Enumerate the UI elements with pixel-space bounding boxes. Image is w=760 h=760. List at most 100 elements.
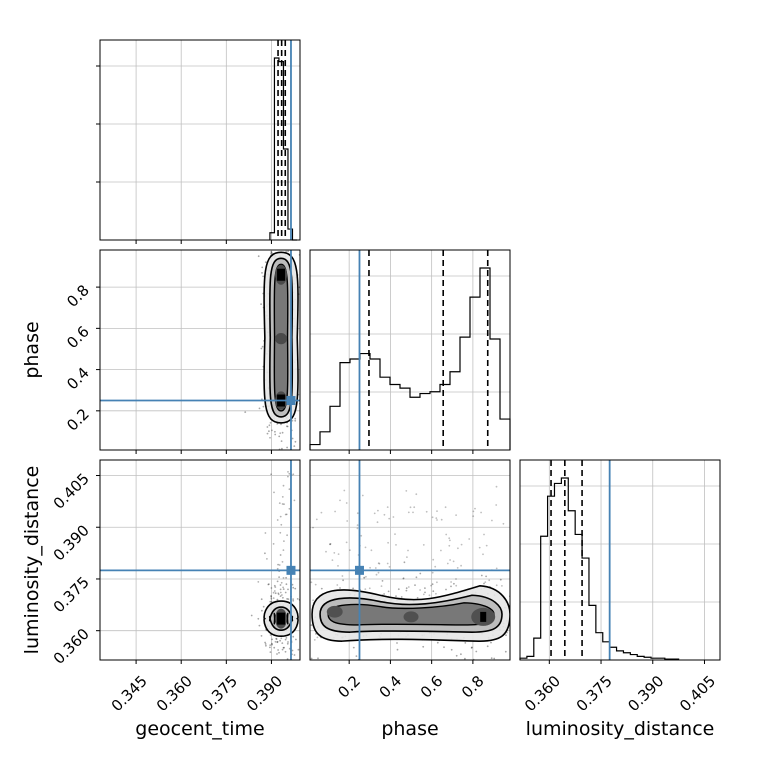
scatter-point <box>413 506 416 509</box>
density-core <box>403 611 419 623</box>
scatter-point <box>273 584 276 587</box>
xlabel-geocent-time: geocent_time <box>135 718 264 740</box>
scatter-point <box>292 586 295 589</box>
scatter-point <box>490 657 493 660</box>
scatter-point <box>518 640 520 642</box>
scatter-point <box>407 511 410 514</box>
scatter-point <box>285 583 288 586</box>
scatter-point <box>486 645 489 648</box>
scatter-point <box>280 581 283 584</box>
scatter-point <box>304 419 306 421</box>
scatter-point <box>369 566 371 569</box>
scatter-point <box>276 423 279 425</box>
panel-background <box>100 40 300 240</box>
scatter-point <box>315 518 318 521</box>
y-tick-label: 0.375 <box>50 573 93 616</box>
scatter-point <box>276 640 279 643</box>
scatter-point <box>288 472 291 475</box>
scatter-point <box>279 515 282 518</box>
scatter-point <box>306 621 308 623</box>
scatter-point <box>490 641 492 644</box>
scatter-point <box>279 432 282 435</box>
scatter-point <box>266 426 269 428</box>
scatter-point <box>453 582 455 585</box>
scatter-point <box>287 471 289 473</box>
scatter-point <box>316 636 319 639</box>
scatter-point <box>368 587 371 590</box>
scatter-point <box>286 425 289 428</box>
scatter-point <box>261 609 263 612</box>
scatter-point <box>269 651 272 653</box>
scatter-point <box>286 457 288 459</box>
scatter-point <box>264 261 267 263</box>
scatter-point <box>395 595 397 597</box>
scatter-point <box>270 600 273 603</box>
scatter-point <box>396 648 399 651</box>
scatter-point <box>279 584 282 586</box>
y-tick-label: 0.4 <box>63 364 93 394</box>
scatter-point <box>282 577 285 579</box>
scatter-point <box>320 587 323 590</box>
scatter-point <box>495 485 498 488</box>
scatter-point <box>504 650 507 653</box>
scatter-point <box>294 587 297 590</box>
scatter-point <box>278 435 281 438</box>
scatter-point <box>285 513 288 516</box>
scatter-point <box>286 642 289 645</box>
scatter-point <box>337 553 340 555</box>
scatter-point <box>271 642 273 645</box>
x-tick-label: 0.390 <box>243 672 286 715</box>
scatter-point <box>475 650 478 653</box>
scatter-point <box>292 599 295 602</box>
scatter-point <box>272 543 275 545</box>
scatter-point <box>424 587 426 589</box>
scatter-point <box>405 589 408 592</box>
scatter-point <box>276 641 279 644</box>
scatter-point <box>425 510 428 513</box>
scatter-point <box>281 561 284 563</box>
density-peak <box>277 612 286 625</box>
scatter-point <box>265 644 267 647</box>
scatter-point <box>317 657 319 660</box>
scatter-point <box>374 567 377 569</box>
scatter-point <box>270 596 273 598</box>
scatter-point <box>456 567 459 569</box>
scatter-point <box>277 593 280 596</box>
scatter-point <box>282 484 285 487</box>
scatter-point <box>428 594 431 597</box>
scatter-point <box>472 515 475 518</box>
scatter-point <box>284 638 287 641</box>
scatter-point <box>258 407 261 410</box>
scatter-point <box>415 576 418 579</box>
scatter-point <box>291 419 294 422</box>
scatter-point <box>449 559 451 561</box>
panel-frame <box>309 459 511 661</box>
scatter-point <box>303 605 305 607</box>
scatter-point <box>287 250 289 253</box>
scatter-point <box>422 645 425 648</box>
panel-frame <box>99 39 301 241</box>
scatter-point <box>260 635 263 637</box>
scatter-point <box>386 506 389 508</box>
scatter-point <box>363 577 365 579</box>
scatter-point <box>407 586 410 588</box>
scatter-point <box>405 490 408 492</box>
scatter-point <box>282 549 285 551</box>
scatter-point <box>448 537 451 540</box>
scatter-point <box>304 251 306 253</box>
x-tick-label: 0.360 <box>521 672 564 715</box>
scatter-point <box>270 252 272 255</box>
scatter-point <box>495 504 498 506</box>
scatter-point <box>485 575 487 578</box>
scatter-point <box>275 638 278 640</box>
scatter-point <box>352 587 354 590</box>
scatter-point <box>269 436 271 439</box>
scatter-point <box>277 663 279 665</box>
scatter-point <box>257 255 260 258</box>
scatter-point <box>313 639 316 641</box>
scatter-point <box>276 519 279 521</box>
scatter-point <box>283 241 285 243</box>
scatter-point <box>468 665 470 667</box>
scatter-point <box>273 646 276 649</box>
scatter-point <box>305 322 307 324</box>
